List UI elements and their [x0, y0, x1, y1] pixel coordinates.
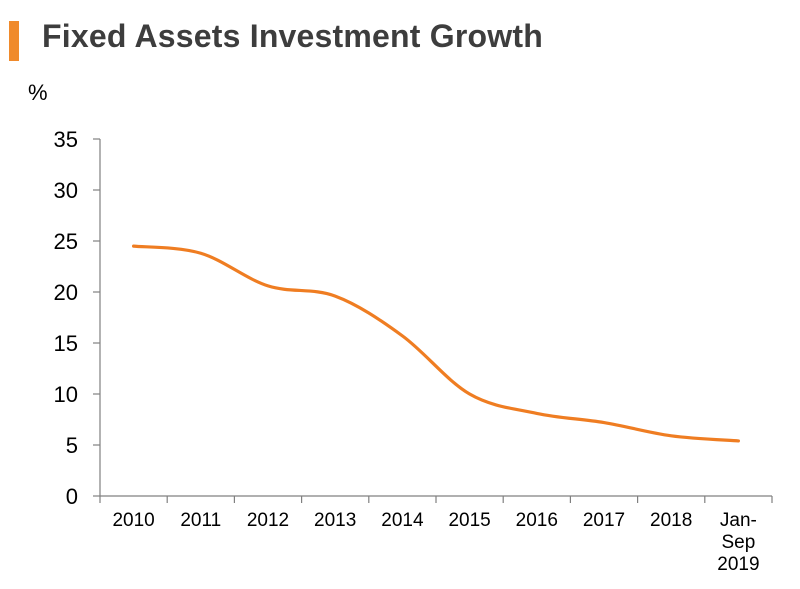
y-tick-label: 25 — [54, 229, 78, 254]
x-tick-label: 2011 — [180, 510, 221, 531]
data-point — [266, 284, 269, 287]
x-tick-label: Jan-Sep 2019 — [717, 510, 759, 575]
series-line — [132, 244, 740, 443]
y-tick-label: 35 — [54, 127, 78, 152]
y-ticks: 0 5 10 15 20 25 30 35 — [54, 127, 100, 509]
data-point — [199, 252, 202, 255]
data-point — [670, 434, 673, 437]
title-accent-bar — [9, 21, 19, 61]
y-tick-label: 15 — [54, 331, 78, 356]
y-axis-unit-label: % — [28, 80, 48, 105]
y-tick-label: 0 — [66, 484, 78, 509]
x-tick-label: 2010 — [112, 510, 154, 531]
y-tick-label: 30 — [54, 178, 78, 203]
x-tick-label: 2012 — [247, 510, 289, 531]
y-tick-label: 5 — [66, 433, 78, 458]
chart-title: Fixed Assets Investment Growth — [42, 18, 543, 54]
y-tick-label: 20 — [54, 280, 78, 305]
data-point — [132, 245, 135, 248]
data-point — [602, 421, 605, 424]
y-tick-label: 10 — [54, 382, 78, 407]
x-tick-label: 2013 — [314, 510, 356, 531]
series-group — [132, 244, 740, 443]
x-tick-label: 2017 — [583, 510, 625, 531]
axes — [99, 139, 772, 497]
x-tick-label: 2018 — [650, 510, 692, 531]
data-point — [334, 294, 337, 297]
data-point — [468, 392, 471, 395]
x-tick-label: 2014 — [381, 510, 424, 531]
data-point — [401, 334, 404, 337]
data-point — [535, 412, 538, 415]
x-ticks: 2010 2011 2012 2013 2014 2015 2016 2017 2018 Jan-… — [99, 496, 773, 575]
data-point — [737, 439, 740, 442]
x-tick-label: 2016 — [516, 510, 558, 531]
x-tick-label: 2015 — [448, 510, 490, 531]
